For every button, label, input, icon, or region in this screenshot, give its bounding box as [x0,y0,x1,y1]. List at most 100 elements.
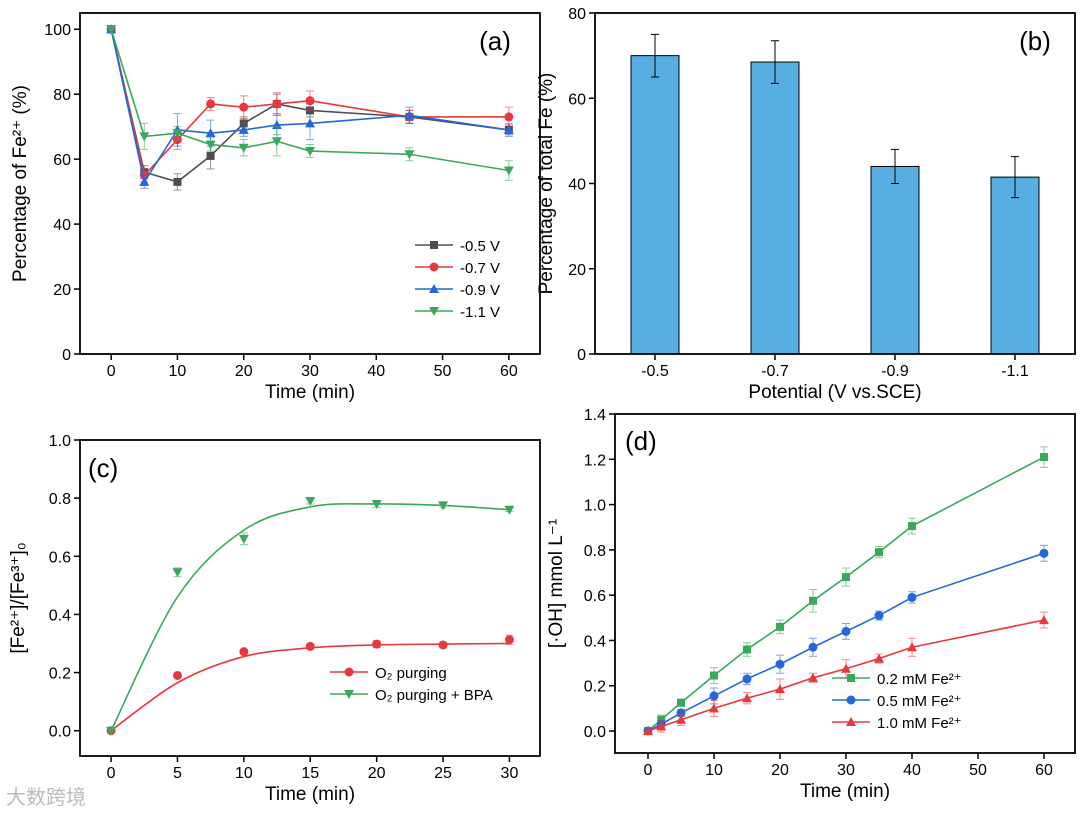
x-tick-label: -1.1 [1001,363,1029,380]
legend: O₂ purging O₂ purging + BPA [330,665,493,704]
error-bar [891,148,899,184]
panel-label: (b) [1019,26,1051,56]
x-tick-label: 30 [501,765,519,782]
data-point [305,96,315,106]
data-point [774,684,785,694]
data-point [906,642,917,652]
x-tick-label: 20 [771,762,789,779]
data-point [676,708,686,718]
y-tick-label: 0.6 [49,549,71,566]
data-point [238,534,249,544]
x-tick-label: 60 [1035,762,1053,779]
watermark: 大数跨境 [6,786,86,809]
y-tick-label: 0.6 [584,588,606,605]
series--1.1-V [106,25,514,181]
legend-label: 0.5 mM Fe²⁺ [877,693,962,710]
data-point [503,166,514,176]
data-point [874,548,883,557]
data-point [305,147,315,157]
x-axis-label: Potential (V vs.SCE) [748,382,921,403]
data-point [907,522,916,531]
legend-marker [430,241,438,249]
data-point [709,671,718,680]
legend-label: O₂ purging [375,665,447,682]
data-point [238,124,249,134]
error-bar [1011,156,1019,199]
bar [630,55,680,355]
data-point [305,641,315,651]
series--0.7-V [106,24,514,183]
y-tick-label: 40 [53,217,71,234]
y-axis-label: Percentage of total Fe (%) [536,73,557,295]
x-tick-label: -0.7 [761,363,789,380]
data-point [372,639,382,649]
data-point [205,140,216,150]
data-point [841,573,850,582]
y-tick-label: 0.8 [49,491,71,508]
y-tick-label: 100 [44,22,71,39]
data-point [438,501,449,511]
data-point [173,177,182,186]
y-tick-label: 0.4 [584,633,606,650]
data-point [775,622,784,631]
x-axis-label: Time (min) [265,784,355,805]
x-tick-label: 50 [434,363,452,380]
data-point [657,715,666,724]
x-tick-label: 15 [301,765,319,782]
data-point [840,663,851,673]
legend-marker [429,284,439,293]
panel-label: (c) [88,453,118,483]
y-tick-label: 1.0 [49,433,71,450]
data-point [239,102,249,112]
x-tick-label: 20 [235,363,253,380]
x-tick-label: 60 [500,363,518,380]
data-point [305,118,315,128]
legend-label: -0.7 V [460,260,500,277]
data-point [139,176,150,186]
y-axis-label: Percentage of Fe²⁺ (%) [10,85,31,282]
legend-label: 0.2 mM Fe²⁺ [877,671,962,688]
data-point [438,640,448,650]
y-tick-label: 0 [577,347,586,364]
data-point [504,635,514,645]
legend: -0.5 V -0.7 V -0.9 V -1.1 V [415,238,500,321]
y-axis-label: [·OH] mmol L⁻¹ [546,519,567,648]
x-tick-label: 30 [301,363,319,380]
x-tick-label: -0.9 [881,363,909,380]
y-tick-label: 20 [53,282,71,299]
x-tick-label: 30 [837,762,855,779]
data-point [172,129,183,139]
plot-frame [79,12,541,355]
y-tick-label: 0.8 [584,543,606,560]
legend: 0.2 mM Fe²⁺ 0.5 mM Fe²⁺ 1.0 mM Fe²⁺ [832,671,962,732]
legend-label: -0.9 V [460,282,500,299]
series-O-purging [106,634,514,736]
data-point [504,505,515,515]
x-tick-label: 50 [969,762,987,779]
plot-frame [79,439,541,757]
data-point [106,25,117,35]
data-point [172,670,182,680]
data-point [503,124,514,134]
y-tick-label: 0.4 [49,607,71,624]
y-tick-label: 60 [53,152,71,169]
data-point [642,726,653,736]
data-point [272,99,282,109]
data-point [371,499,382,509]
x-tick-label: -0.5 [641,363,669,380]
panel-b: 0 20 40 60 80 -0.5 -0.7 -0.9 -1.1 (b) Potential (V… [536,6,1076,403]
data-point [206,99,216,109]
legend-marker [846,717,856,726]
bar [870,165,920,355]
plot-frame [614,413,1076,754]
x-tick-label: 10 [705,762,723,779]
data-point [1039,453,1048,462]
x-tick-label: 40 [367,363,385,380]
panel-d: 0.0 0.2 0.4 0.6 0.8 1.0 1.2 1.4 0 10 20 30 40 50 60 0.2… [546,407,1076,802]
y-axis-label: [Fe²⁺]/[Fe³⁺]₀ [8,542,29,653]
data-point [206,151,215,160]
error-bar [651,33,659,78]
data-point [775,659,785,669]
data-point [742,645,751,654]
